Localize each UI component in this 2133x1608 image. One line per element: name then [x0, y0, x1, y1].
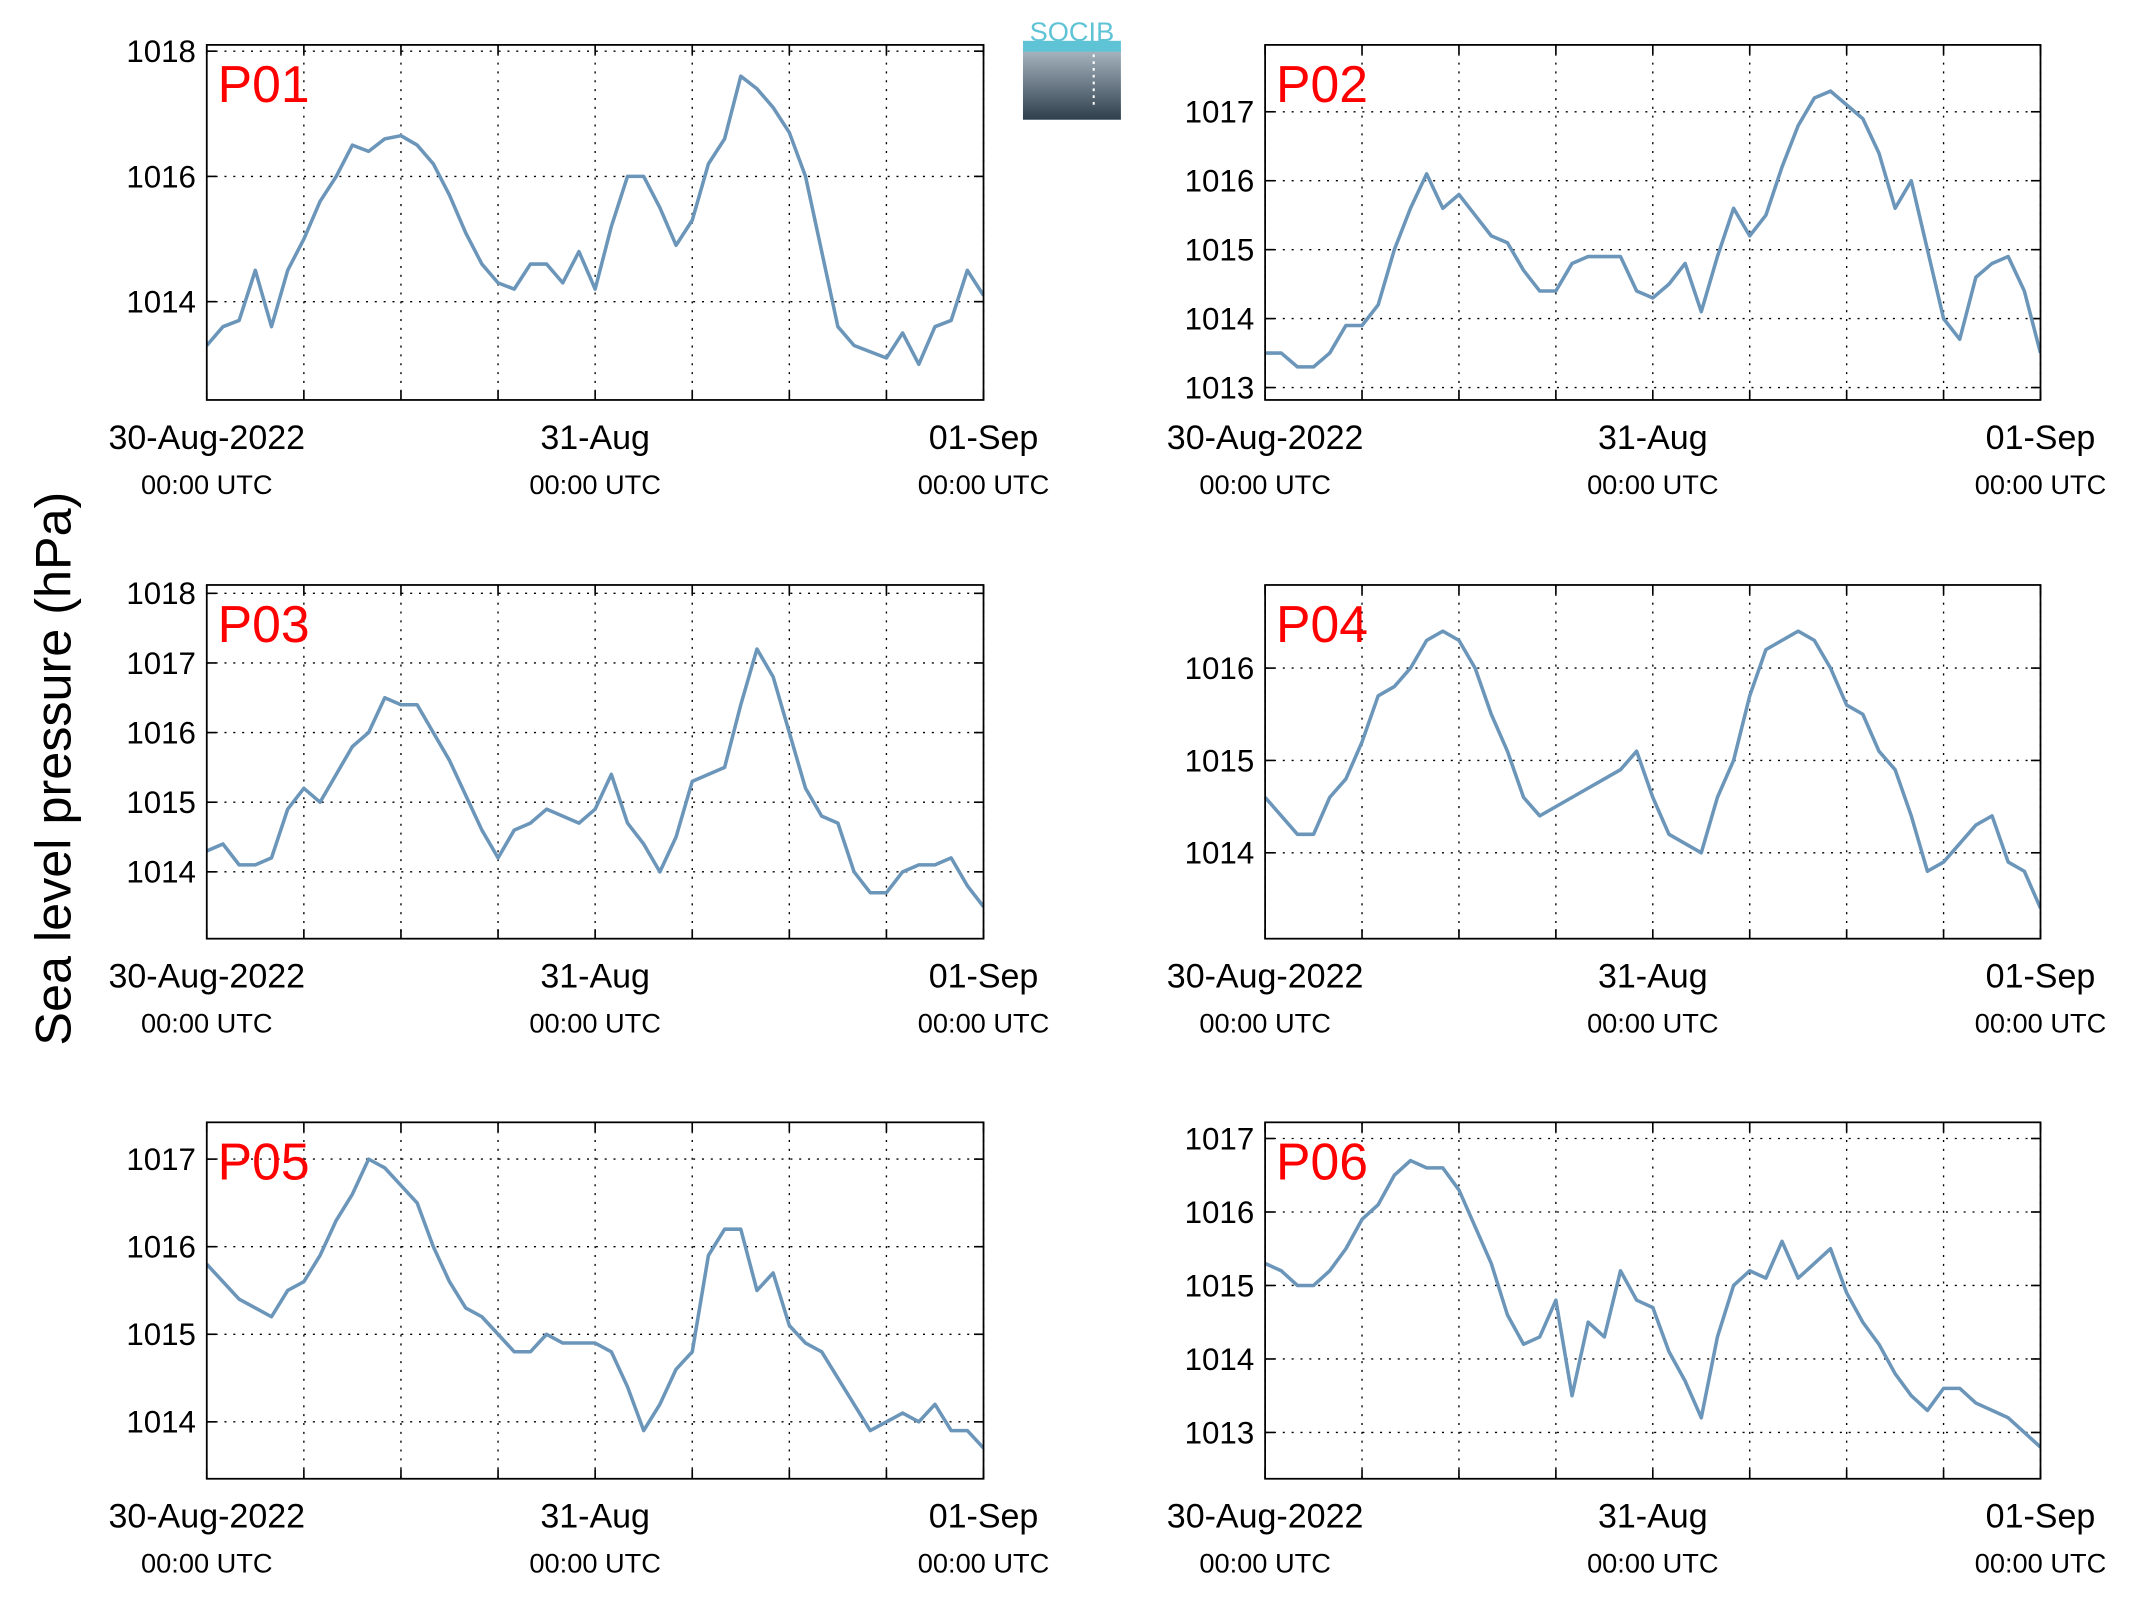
- x-tick-label: 01-Sep: [1986, 958, 2096, 996]
- x-tick-sublabel: 00:00 UTC: [1587, 1008, 1718, 1039]
- x-tick-sublabel: 00:00 UTC: [1199, 1008, 1330, 1039]
- y-tick-label: 1013: [1185, 370, 1255, 405]
- subplot: 1013 1014 1015 1016 1017 30-Aug-2022 00:00 UTC…: [1167, 1121, 2106, 1578]
- x-tick-sublabel: 00:00 UTC: [918, 1548, 1049, 1579]
- x-tick-sublabel: 00:00 UTC: [141, 1008, 272, 1039]
- x-tick-sublabel: 00:00 UTC: [529, 469, 660, 500]
- x-tick-sublabel: 00:00 UTC: [529, 1548, 660, 1579]
- data-line: [206, 647, 984, 908]
- x-tick-sublabel: 00:00 UTC: [1975, 1008, 2106, 1039]
- y-tick-label: 1016: [126, 715, 196, 750]
- x-tick-label: 01-Sep: [929, 419, 1039, 457]
- x-tick-label: 30-Aug-2022: [1167, 1498, 1364, 1536]
- panel-title: P03: [218, 595, 310, 653]
- x-tick-label: 31-Aug: [1598, 958, 1708, 996]
- line-layer: [1265, 629, 2041, 909]
- x-tick-sublabel: 00:00 UTC: [141, 1548, 272, 1579]
- axes-box: [1264, 1121, 2042, 1480]
- x-tick-sublabel: 00:00 UTC: [1587, 1548, 1718, 1579]
- axes-box: [1264, 584, 2042, 940]
- axes-box: [205, 1121, 985, 1480]
- y-tick-label: 1017: [126, 1142, 196, 1177]
- panel-title: P04: [1276, 595, 1368, 653]
- logo-wave: [1022, 40, 1121, 52]
- y-tick-label: 1018: [126, 34, 196, 69]
- line-layer: [1265, 89, 2041, 369]
- x-tick-sublabel: 00:00 UTC: [918, 469, 1049, 500]
- data-line: [206, 74, 984, 367]
- x-tick-label: 31-Aug: [540, 419, 650, 457]
- logo-text: SOCIB: [1030, 16, 1115, 47]
- y-tick-label: 1016: [1185, 651, 1255, 686]
- x-tick-label: 30-Aug-2022: [108, 1498, 305, 1536]
- data-line: [1265, 89, 2041, 369]
- x-tick-sublabel: 00:00 UTC: [1587, 469, 1718, 500]
- line-layer: [206, 74, 984, 367]
- subplot: 1014 1016 1018 30-Aug-2022 00:00 UTC 31-Aug 00…: [108, 34, 1049, 500]
- logo: SOCIB: [1022, 16, 1121, 120]
- y-tick-label: 1014: [1185, 836, 1255, 871]
- y-tick-label: 1015: [1185, 1268, 1255, 1303]
- axes-box: [205, 44, 985, 401]
- line-layer: [1265, 1158, 2041, 1449]
- x-tick-label: 30-Aug-2022: [108, 419, 305, 457]
- y-tick-label: 1015: [1185, 743, 1255, 778]
- panel-title: P06: [1276, 1132, 1368, 1190]
- x-tick-label: 30-Aug-2022: [1167, 419, 1364, 457]
- logo-box: [1022, 48, 1121, 120]
- y-tick-label: 1017: [1185, 95, 1255, 130]
- y-tick-label: 1015: [1185, 233, 1255, 268]
- y-tick-label: 1014: [126, 285, 196, 320]
- y-tick-label: 1014: [1185, 1342, 1255, 1377]
- x-tick-sublabel: 00:00 UTC: [1199, 469, 1330, 500]
- x-tick-label: 30-Aug-2022: [1167, 958, 1364, 996]
- y-tick-label: 1016: [1185, 164, 1255, 199]
- x-tick-sublabel: 00:00 UTC: [141, 469, 272, 500]
- data-line: [1265, 1158, 2041, 1449]
- y-tick-label: 1018: [126, 576, 196, 611]
- x-tick-label: 01-Sep: [1986, 419, 2096, 457]
- x-tick-label: 30-Aug-2022: [108, 958, 305, 996]
- panel-title: P01: [218, 55, 310, 113]
- y-tick-label: 1013: [1185, 1415, 1255, 1450]
- x-tick-label: 01-Sep: [1986, 1498, 2096, 1536]
- y-tick-label: 1014: [126, 1405, 196, 1440]
- x-tick-label: 01-Sep: [929, 958, 1039, 996]
- subplot: 1014 1015 1016 30-Aug-2022 00:00 UTC 31-Aug 00…: [1167, 584, 2106, 1039]
- axes-box: [205, 584, 985, 940]
- y-axis-label: Sea level pressure (hPa): [25, 492, 82, 1046]
- panel-title: P05: [218, 1132, 310, 1190]
- x-tick-label: 31-Aug: [1598, 419, 1708, 457]
- x-tick-label: 31-Aug: [1598, 1498, 1708, 1536]
- x-tick-sublabel: 00:00 UTC: [1975, 469, 2106, 500]
- line-layer: [206, 647, 984, 908]
- x-tick-label: 01-Sep: [929, 1498, 1039, 1536]
- y-tick-label: 1016: [126, 1230, 196, 1265]
- y-tick-label: 1016: [126, 159, 196, 194]
- x-tick-label: 31-Aug: [540, 958, 650, 996]
- x-tick-label: 31-Aug: [540, 1498, 650, 1536]
- y-tick-label: 1014: [126, 855, 196, 890]
- data-line: [206, 1157, 984, 1450]
- data-line: [1265, 629, 2041, 909]
- axes-box: [1264, 44, 2042, 401]
- y-tick-label: 1015: [126, 1317, 196, 1352]
- x-tick-sublabel: 00:00 UTC: [529, 1008, 660, 1039]
- subplot: 1014 1015 1016 1017 30-Aug-2022 00:00 UTC 31-A…: [108, 1121, 1049, 1579]
- y-tick-label: 1014: [1185, 301, 1255, 336]
- y-tick-label: 1017: [126, 646, 196, 681]
- x-tick-sublabel: 00:00 UTC: [1975, 1548, 2106, 1579]
- subplot: 1014 1015 1016 1017 1018 30-Aug-2022 00:00 UTC…: [108, 576, 1049, 1038]
- line-layer: [206, 1157, 984, 1450]
- y-tick-label: 1016: [1185, 1195, 1255, 1230]
- subplot: 1013 1014 1015 1016 1017 30-Aug-2022 00:00 UTC…: [1167, 44, 2106, 500]
- panel-title: P02: [1276, 55, 1368, 113]
- y-tick-label: 1017: [1185, 1121, 1255, 1156]
- x-tick-sublabel: 00:00 UTC: [1199, 1548, 1330, 1579]
- x-tick-sublabel: 00:00 UTC: [918, 1008, 1049, 1039]
- y-tick-label: 1015: [126, 785, 196, 820]
